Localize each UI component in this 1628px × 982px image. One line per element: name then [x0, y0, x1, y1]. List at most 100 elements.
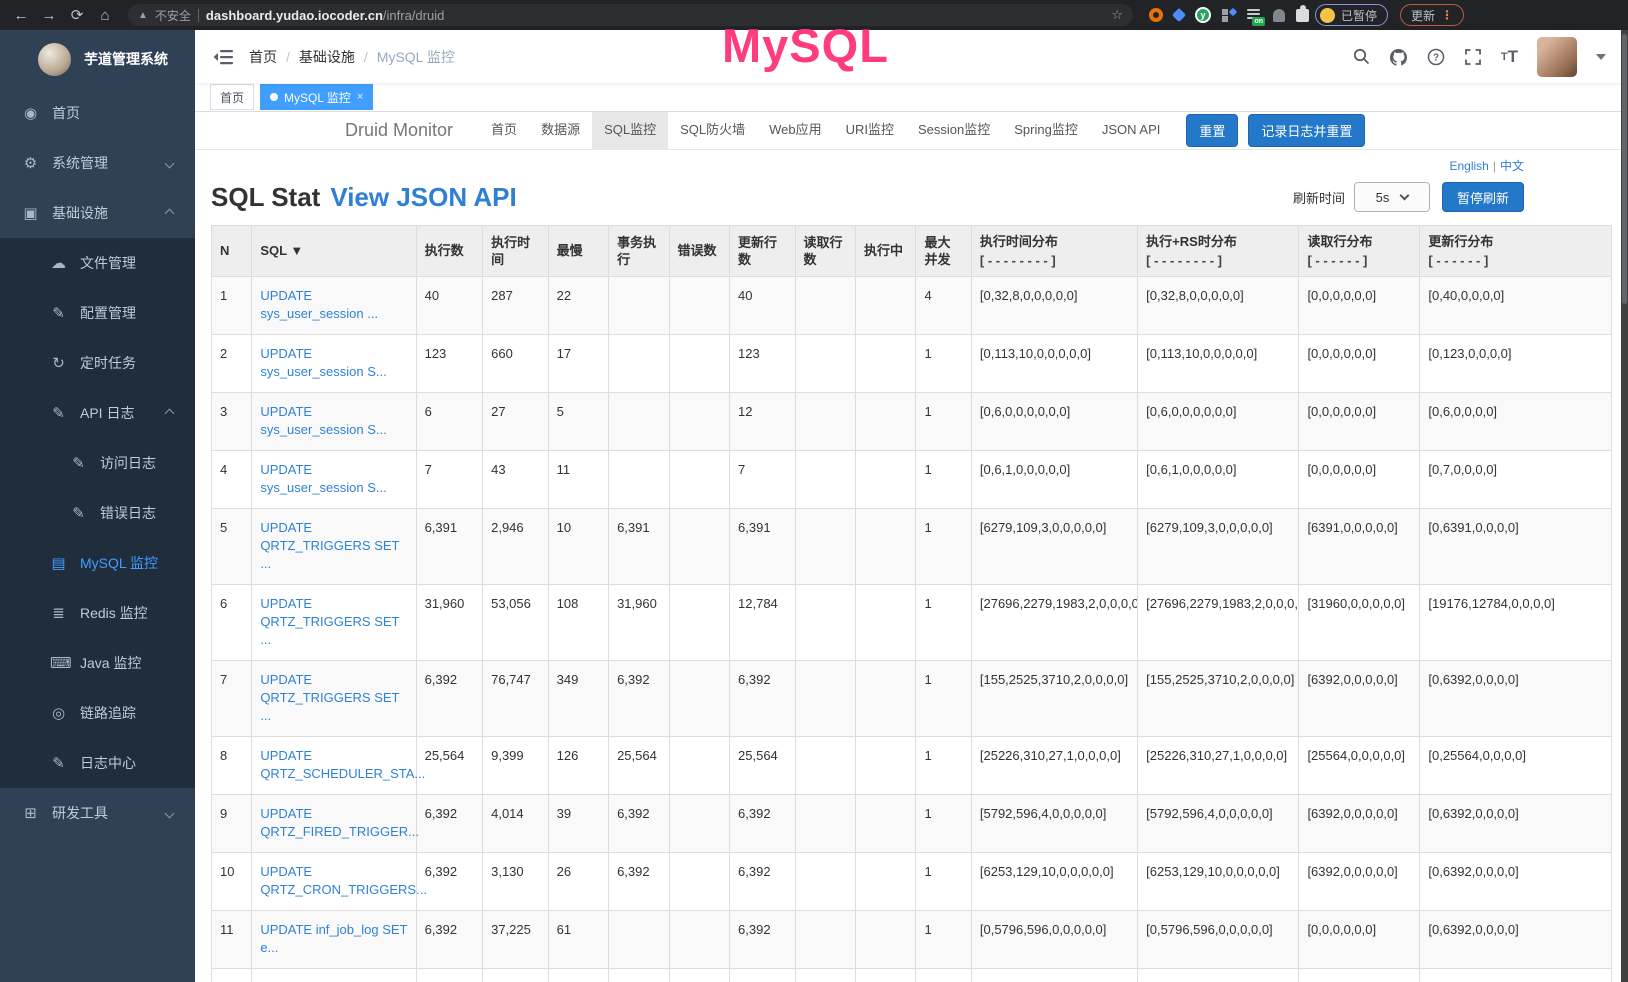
- column-header[interactable]: 更新行数: [729, 224, 796, 277]
- sidebar-item-配置管理[interactable]: ✎ 配置管理: [0, 288, 195, 338]
- back-icon[interactable]: ←: [13, 6, 29, 24]
- table-cell: 6,392: [415, 967, 484, 982]
- druid-nav-Session监控[interactable]: Session监控: [918, 122, 991, 138]
- breadcrumb-item[interactable]: 基础设施: [298, 48, 355, 65]
- sql-link[interactable]: UPDATE QRTZ_SCHEDULER_STA...: [260, 747, 426, 781]
- search-icon[interactable]: [1353, 48, 1370, 65]
- extension-donut-icon[interactable]: [1149, 8, 1163, 22]
- sql-link[interactable]: UPDATE sys_user_session ...: [260, 287, 379, 321]
- user-menu-caret-icon[interactable]: [1596, 53, 1606, 60]
- sql-link[interactable]: UPDATE inf_job_log SET e...: [260, 921, 408, 955]
- sidebar-item-基础设施[interactable]: ▣ 基础设施: [0, 188, 195, 238]
- sql-link[interactable]: UPDATE sys_user_session S...: [260, 461, 387, 495]
- security-label[interactable]: 不安全: [154, 8, 191, 23]
- sql-link[interactable]: UPDATE sys_user_session S...: [260, 345, 387, 379]
- reload-icon[interactable]: ⟳: [70, 7, 84, 24]
- sql-link[interactable]: UPDATE QRTZ_FIRED_TRIGGER...: [260, 805, 419, 839]
- sidebar-collapse-icon[interactable]: [213, 48, 233, 66]
- sql-link[interactable]: SELECT TRIGGER_STATE: [260, 980, 366, 982]
- druid-nav-Web应用[interactable]: Web应用: [769, 122, 822, 138]
- sidebar-item-label: 定时任务: [80, 355, 136, 371]
- sidebar-item-研发工具[interactable]: ⊞ 研发工具: [0, 788, 195, 838]
- sidebar-item-定时任务[interactable]: ↻ 定时任务: [0, 338, 195, 388]
- home-icon[interactable]: ⌂: [100, 6, 110, 24]
- reset-button[interactable]: 重置: [1186, 113, 1239, 147]
- sidebar-item-API日志[interactable]: ✎ API 日志: [0, 388, 195, 438]
- page-scrollbar[interactable]: [1621, 30, 1628, 982]
- tag-close-icon[interactable]: ×: [356, 91, 364, 104]
- table-cell: [668, 583, 731, 661]
- druid-brand[interactable]: Druid Monitor: [345, 119, 454, 140]
- column-header[interactable]: 执行数: [415, 224, 484, 277]
- druid-nav-首页[interactable]: 首页: [491, 122, 518, 138]
- view-json-api-link[interactable]: View JSON API: [330, 181, 517, 212]
- column-header[interactable]: SQL ▼: [251, 224, 417, 277]
- column-header[interactable]: 执行+RS时分布 [ - - - - - - - - ]: [1137, 224, 1300, 277]
- column-header[interactable]: 最大并发: [915, 224, 972, 277]
- sidebar-item-链路追踪[interactable]: ◎ 链路追踪: [0, 688, 195, 738]
- tag-item[interactable]: 首页: [210, 84, 255, 111]
- table-cell: [0,6392,0,0,0,0]: [1419, 659, 1612, 737]
- sql-link[interactable]: UPDATE sys_user_session S...: [260, 403, 387, 437]
- column-header[interactable]: 执行时间分布 [ - - - - - - - - ]: [970, 224, 1139, 277]
- druid-nav-SQL防火墙[interactable]: SQL防火墙: [680, 122, 746, 138]
- forward-icon[interactable]: →: [41, 6, 57, 24]
- sql-link[interactable]: UPDATE QRTZ_CRON_TRIGGERS...: [260, 863, 427, 897]
- column-header[interactable]: 更新行分布 [ - - - - - - ]: [1419, 224, 1612, 277]
- column-header[interactable]: 最慢: [547, 224, 610, 277]
- scrollbar-thumb[interactable]: [1622, 34, 1627, 304]
- table-cell: [25226,310,27,1,0,0,0,0]: [970, 735, 1139, 795]
- druid-nav-数据源[interactable]: 数据源: [541, 122, 581, 138]
- refresh-interval-select[interactable]: 5s: [1353, 182, 1430, 213]
- breadcrumb-item[interactable]: 首页: [249, 48, 277, 65]
- druid-nav-SQL监控[interactable]: SQL监控: [592, 111, 669, 150]
- sidebar-item-访问日志[interactable]: ✎ 访问日志: [0, 438, 195, 488]
- github-icon[interactable]: [1389, 48, 1408, 66]
- sql-link[interactable]: UPDATE QRTZ_TRIGGERS SET ...: [260, 519, 400, 571]
- column-header[interactable]: 执行中: [854, 224, 917, 277]
- table-cell: 1: [915, 967, 972, 982]
- column-header[interactable]: 事务执行: [608, 224, 670, 277]
- address-bar[interactable]: ▲ 不安全 dashboard.yudao.iocoder.cn/infra/d…: [128, 4, 1133, 26]
- tag-active[interactable]: MySQL 监控 ×: [260, 84, 374, 111]
- sidebar-item-日志中心[interactable]: ✎ 日志中心: [0, 738, 195, 788]
- extensions-puzzle-icon[interactable]: [1296, 4, 1309, 22]
- druid-nav-JSON API[interactable]: JSON API: [1101, 122, 1161, 138]
- column-header[interactable]: 读取行分布 [ - - - - - - ]: [1298, 224, 1421, 277]
- table-cell: [0,7,0,0,0,0]: [1419, 449, 1612, 509]
- extension-green-icon[interactable]: y: [1195, 7, 1211, 23]
- browser-menu-icon[interactable]: ⋮: [1441, 8, 1454, 22]
- profile-paused-chip[interactable]: 已暂停: [1315, 4, 1389, 26]
- help-icon[interactable]: ?: [1427, 48, 1445, 66]
- browser-update-button[interactable]: 更新 ⋮: [1400, 4, 1465, 26]
- column-header-label: 执行时间分布: [979, 233, 1058, 249]
- sidebar-item-MySQL监控[interactable]: ▤ MySQL 监控: [0, 538, 195, 588]
- extension-grid-icon[interactable]: [1222, 7, 1238, 22]
- sql-link[interactable]: UPDATE QRTZ_TRIGGERS SET ...: [260, 671, 400, 723]
- extension-gem-icon[interactable]: [1171, 7, 1187, 23]
- extension-list-icon[interactable]: on: [1247, 8, 1265, 26]
- user-avatar[interactable]: [1537, 36, 1577, 77]
- druid-nav-Spring监控[interactable]: Spring监控: [1014, 122, 1078, 138]
- sidebar-item-错误日志[interactable]: ✎ 错误日志: [0, 488, 195, 538]
- extension-ghost-icon[interactable]: [1273, 8, 1285, 22]
- sidebar-item-首页[interactable]: ◉ 首页: [0, 88, 195, 138]
- column-header[interactable]: 错误数: [668, 224, 731, 277]
- sidebar-item-系统管理[interactable]: ⚙ 系统管理: [0, 138, 195, 188]
- column-header-scale: [ - - - - - - ]: [1428, 252, 1489, 268]
- lang-english-link[interactable]: English: [1449, 158, 1489, 173]
- sidebar-item-文件管理[interactable]: ☁ 文件管理: [0, 238, 195, 288]
- sql-link[interactable]: UPDATE QRTZ_TRIGGERS SET ...: [260, 595, 400, 647]
- column-header[interactable]: N: [210, 224, 253, 277]
- log-and-reset-button[interactable]: 记录日志并重置: [1248, 113, 1366, 147]
- sidebar-item-Redis监控[interactable]: ≣ Redis 监控: [0, 588, 195, 638]
- column-header[interactable]: 读取行数: [794, 224, 856, 277]
- pause-refresh-button[interactable]: 暂停刷新: [1441, 182, 1524, 213]
- fullscreen-icon[interactable]: [1464, 48, 1482, 66]
- sidebar-item-Java监控[interactable]: ⌨ Java 监控: [0, 638, 195, 688]
- lang-chinese-link[interactable]: 中文: [1499, 158, 1524, 173]
- bookmark-star-icon[interactable]: ☆: [1111, 7, 1123, 22]
- column-header[interactable]: 执行时间: [482, 224, 549, 277]
- druid-nav-URI监控[interactable]: URI监控: [845, 122, 894, 138]
